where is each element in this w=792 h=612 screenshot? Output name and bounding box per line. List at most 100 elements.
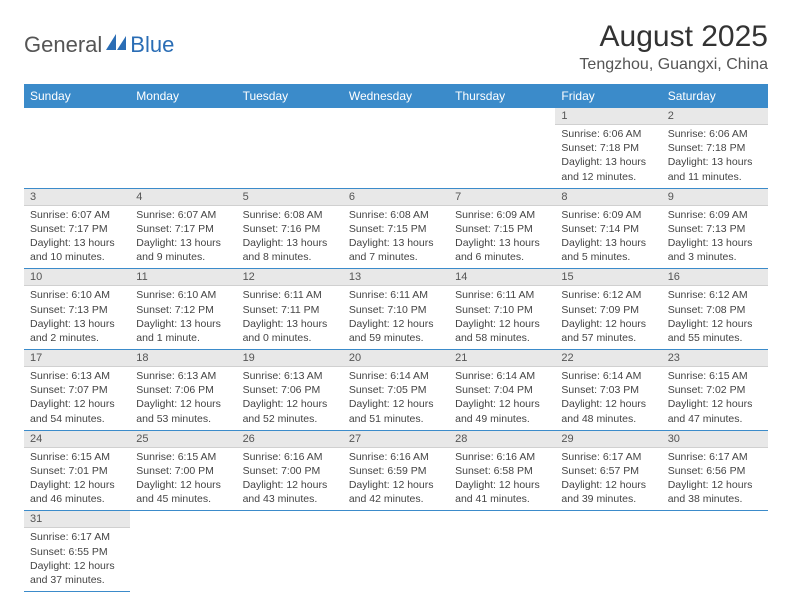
day-number: 16 <box>662 269 768 286</box>
day-number: 12 <box>237 269 343 286</box>
daylight-line: Daylight: 12 hours and 52 minutes. <box>243 397 337 425</box>
daylight-line: Daylight: 13 hours and 3 minutes. <box>668 236 762 264</box>
empty-cell <box>555 511 661 592</box>
day-number: 31 <box>24 511 130 528</box>
day-number: 30 <box>662 431 768 448</box>
sunrise-line: Sunrise: 6:10 AM <box>136 288 230 302</box>
sunset-line: Sunset: 7:00 PM <box>136 464 230 478</box>
sunset-line: Sunset: 7:03 PM <box>561 383 655 397</box>
sunset-line: Sunset: 7:14 PM <box>561 222 655 236</box>
location: Tengzhou, Guangxi, China <box>579 56 768 74</box>
day-content: Sunrise: 6:13 AMSunset: 7:06 PMDaylight:… <box>237 367 343 430</box>
sunset-line: Sunset: 7:15 PM <box>455 222 549 236</box>
empty-cell <box>130 108 236 188</box>
daylight-line: Daylight: 12 hours and 38 minutes. <box>668 478 762 506</box>
day-number: 27 <box>343 431 449 448</box>
day-content: Sunrise: 6:14 AMSunset: 7:05 PMDaylight:… <box>343 367 449 430</box>
day-content: Sunrise: 6:10 AMSunset: 7:12 PMDaylight:… <box>130 286 236 349</box>
day-content: Sunrise: 6:11 AMSunset: 7:10 PMDaylight:… <box>343 286 449 349</box>
sunrise-line: Sunrise: 6:08 AM <box>243 208 337 222</box>
empty-cell <box>24 108 130 188</box>
sunset-line: Sunset: 7:17 PM <box>136 222 230 236</box>
day-number: 10 <box>24 269 130 286</box>
day-number: 25 <box>130 431 236 448</box>
daylight-line: Daylight: 13 hours and 12 minutes. <box>561 155 655 183</box>
sunrise-line: Sunrise: 6:16 AM <box>455 450 549 464</box>
daylight-line: Daylight: 12 hours and 39 minutes. <box>561 478 655 506</box>
day-content: Sunrise: 6:11 AMSunset: 7:10 PMDaylight:… <box>449 286 555 349</box>
day-content: Sunrise: 6:14 AMSunset: 7:04 PMDaylight:… <box>449 367 555 430</box>
day-cell: 16Sunrise: 6:12 AMSunset: 7:08 PMDayligh… <box>662 269 768 350</box>
sail-icon <box>106 34 128 50</box>
sunrise-line: Sunrise: 6:06 AM <box>561 127 655 141</box>
sunrise-line: Sunrise: 6:12 AM <box>561 288 655 302</box>
sunrise-line: Sunrise: 6:16 AM <box>349 450 443 464</box>
sunset-line: Sunset: 7:17 PM <box>30 222 124 236</box>
sunrise-line: Sunrise: 6:07 AM <box>136 208 230 222</box>
day-number: 24 <box>24 431 130 448</box>
sunset-line: Sunset: 7:09 PM <box>561 303 655 317</box>
day-number: 18 <box>130 350 236 367</box>
weekday-header: Wednesday <box>343 84 449 108</box>
empty-cell <box>237 108 343 188</box>
sunset-line: Sunset: 6:55 PM <box>30 545 124 559</box>
day-cell: 12Sunrise: 6:11 AMSunset: 7:11 PMDayligh… <box>237 269 343 350</box>
sunrise-line: Sunrise: 6:11 AM <box>349 288 443 302</box>
empty-cell <box>237 511 343 592</box>
sunrise-line: Sunrise: 6:13 AM <box>30 369 124 383</box>
daylight-line: Daylight: 12 hours and 46 minutes. <box>30 478 124 506</box>
calendar-header-row: SundayMondayTuesdayWednesdayThursdayFrid… <box>24 84 768 108</box>
daylight-line: Daylight: 13 hours and 1 minute. <box>136 317 230 345</box>
sunset-line: Sunset: 7:05 PM <box>349 383 443 397</box>
daylight-line: Daylight: 12 hours and 47 minutes. <box>668 397 762 425</box>
sunrise-line: Sunrise: 6:15 AM <box>136 450 230 464</box>
sunset-line: Sunset: 7:06 PM <box>243 383 337 397</box>
day-content: Sunrise: 6:14 AMSunset: 7:03 PMDaylight:… <box>555 367 661 430</box>
sunrise-line: Sunrise: 6:17 AM <box>30 530 124 544</box>
weekday-header: Sunday <box>24 84 130 108</box>
day-cell: 13Sunrise: 6:11 AMSunset: 7:10 PMDayligh… <box>343 269 449 350</box>
calendar-body: 1Sunrise: 6:06 AMSunset: 7:18 PMDaylight… <box>24 108 768 592</box>
day-cell: 4Sunrise: 6:07 AMSunset: 7:17 PMDaylight… <box>130 188 236 269</box>
day-number: 9 <box>662 189 768 206</box>
day-cell: 28Sunrise: 6:16 AMSunset: 6:58 PMDayligh… <box>449 430 555 511</box>
logo-text-general: General <box>24 32 102 58</box>
day-content: Sunrise: 6:15 AMSunset: 7:00 PMDaylight:… <box>130 448 236 511</box>
day-content: Sunrise: 6:16 AMSunset: 7:00 PMDaylight:… <box>237 448 343 511</box>
sunrise-line: Sunrise: 6:10 AM <box>30 288 124 302</box>
day-cell: 1Sunrise: 6:06 AMSunset: 7:18 PMDaylight… <box>555 108 661 188</box>
logo-text-blue: Blue <box>130 32 174 58</box>
sunset-line: Sunset: 7:11 PM <box>243 303 337 317</box>
day-content: Sunrise: 6:07 AMSunset: 7:17 PMDaylight:… <box>130 206 236 269</box>
sunset-line: Sunset: 7:12 PM <box>136 303 230 317</box>
day-cell: 14Sunrise: 6:11 AMSunset: 7:10 PMDayligh… <box>449 269 555 350</box>
sunset-line: Sunset: 7:06 PM <box>136 383 230 397</box>
sunrise-line: Sunrise: 6:16 AM <box>243 450 337 464</box>
daylight-line: Daylight: 13 hours and 7 minutes. <box>349 236 443 264</box>
day-number: 8 <box>555 189 661 206</box>
day-cell: 31 Sunrise: 6:17 AMSunset: 6:55 PMDayligh… <box>24 511 130 592</box>
weekday-header: Tuesday <box>237 84 343 108</box>
day-number: 14 <box>449 269 555 286</box>
day-cell: 9Sunrise: 6:09 AMSunset: 7:13 PMDaylight… <box>662 188 768 269</box>
daylight-line: Daylight: 12 hours and 54 minutes. <box>30 397 124 425</box>
sunset-line: Sunset: 7:16 PM <box>243 222 337 236</box>
empty-cell <box>662 511 768 592</box>
sunrise-line: Sunrise: 6:12 AM <box>668 288 762 302</box>
day-content: Sunrise: 6:17 AMSunset: 6:57 PMDaylight:… <box>555 448 661 511</box>
logo: General Blue <box>24 20 174 58</box>
empty-cell <box>343 511 449 592</box>
day-content: Sunrise: 6:06 AMSunset: 7:18 PMDaylight:… <box>555 125 661 188</box>
sunrise-line: Sunrise: 6:17 AM <box>561 450 655 464</box>
daylight-line: Daylight: 13 hours and 2 minutes. <box>30 317 124 345</box>
day-number: 19 <box>237 350 343 367</box>
daylight-line: Daylight: 12 hours and 37 minutes. <box>30 559 124 587</box>
daylight-line: Daylight: 12 hours and 55 minutes. <box>668 317 762 345</box>
day-number: 3 <box>24 189 130 206</box>
day-content: Sunrise: 6:09 AMSunset: 7:15 PMDaylight:… <box>449 206 555 269</box>
calendar-table: SundayMondayTuesdayWednesdayThursdayFrid… <box>24 84 768 592</box>
day-number: 28 <box>449 431 555 448</box>
day-content: Sunrise: 6:12 AMSunset: 7:09 PMDaylight:… <box>555 286 661 349</box>
day-cell: 6Sunrise: 6:08 AMSunset: 7:15 PMDaylight… <box>343 188 449 269</box>
daylight-line: Daylight: 12 hours and 57 minutes. <box>561 317 655 345</box>
